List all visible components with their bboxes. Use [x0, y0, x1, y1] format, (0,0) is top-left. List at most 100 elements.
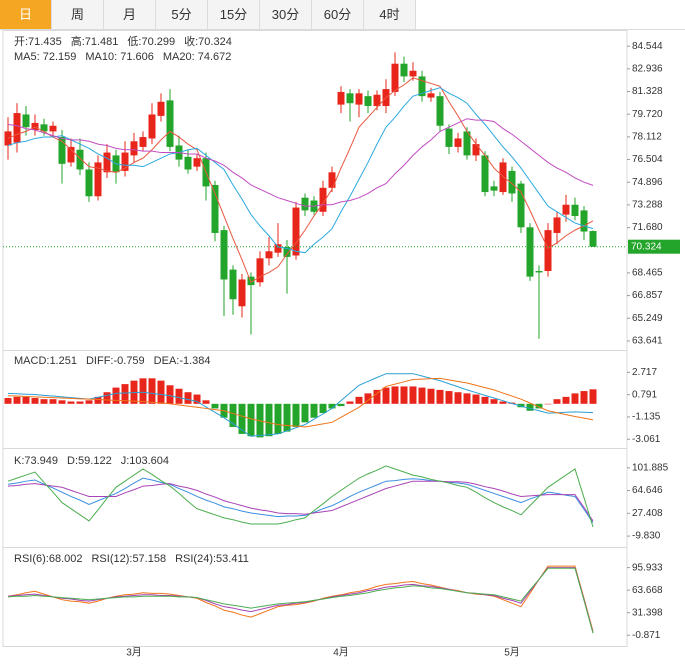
candle-body: [499, 162, 507, 193]
candle-body: [220, 230, 228, 280]
tab[interactable]: 月: [104, 0, 156, 29]
candle-body: [490, 186, 498, 191]
macd-bar: [283, 403, 291, 432]
tab[interactable]: 周: [52, 0, 104, 29]
macd-bar: [454, 392, 462, 404]
candle-body: [229, 269, 237, 300]
candle-body: [49, 125, 57, 132]
y-tick-label: -3.061: [632, 434, 661, 445]
candle-body: [139, 137, 147, 147]
candle-body: [157, 101, 165, 116]
candle-body: [454, 138, 462, 147]
candle-body: [40, 124, 48, 132]
y-tick-label: 82.936: [632, 63, 663, 74]
macd-bar: [184, 392, 192, 404]
y-tick-label: 2.717: [632, 367, 657, 378]
candle-body: [166, 100, 174, 147]
macd-bar: [301, 403, 309, 423]
y-tick-label: -0.871: [632, 630, 661, 641]
candle-body: [445, 128, 453, 147]
tab[interactable]: 5分: [156, 0, 208, 29]
macd-bar: [436, 389, 444, 404]
candle-body: [409, 70, 417, 77]
tab[interactable]: 日: [0, 0, 52, 29]
macd-bar: [310, 403, 318, 418]
tab[interactable]: 60分: [312, 0, 364, 29]
indicator-line: [7, 477, 594, 524]
legend-entry: K:73.949: [14, 455, 58, 467]
macd-bar: [4, 398, 12, 404]
candle-body: [463, 131, 471, 156]
candle-body: [589, 231, 597, 247]
legend-entry: 开:71.435: [14, 36, 62, 48]
macd-bar: [94, 396, 102, 404]
macd-bar: [202, 400, 210, 404]
candle-body: [67, 146, 75, 163]
indicator-line: [7, 87, 594, 254]
y-tick-label: 71.680: [632, 222, 663, 233]
tab[interactable]: 15分: [208, 0, 260, 29]
macd-bar: [427, 388, 435, 404]
macd-bar: [166, 385, 174, 404]
y-tick-label: 31.398: [632, 607, 663, 618]
macd-bar: [13, 396, 21, 404]
y-tick-label: -9.830: [632, 531, 661, 542]
candle-body: [130, 141, 138, 156]
macd-bar: [544, 403, 552, 405]
candle-body: [211, 184, 219, 233]
candle-body: [292, 207, 300, 256]
macd-bar: [76, 401, 84, 404]
last-price-label: 70.324: [631, 241, 662, 252]
candle-body: [571, 204, 579, 217]
candle-body: [31, 122, 39, 130]
macd-bar: [373, 389, 381, 404]
candle-body: [328, 172, 336, 188]
candle-body: [247, 276, 255, 286]
y-tick-label: 76.504: [632, 154, 663, 165]
legend-entry: DIFF:-0.759: [86, 355, 145, 367]
macd-bar: [238, 403, 246, 434]
macd-bar: [517, 403, 525, 408]
candle-body: [256, 258, 264, 283]
macd-bar: [292, 403, 300, 427]
indicator-line: [7, 118, 594, 207]
candle-body: [427, 93, 435, 98]
candle-body: [283, 247, 291, 257]
macd-bar: [148, 378, 156, 404]
macd-bar: [337, 403, 345, 407]
candle-body: [94, 162, 102, 197]
macd-bar: [274, 403, 282, 434]
legend-entry: 高:71.481: [71, 34, 119, 48]
candle-body: [580, 210, 588, 232]
legend-entry: MA10: 71.606: [85, 51, 154, 63]
candle-body: [553, 217, 561, 233]
indicator-line: [7, 77, 594, 284]
tab[interactable]: 4时: [364, 0, 416, 29]
candle-body: [346, 93, 354, 104]
candle-body: [535, 271, 543, 273]
candle-body: [193, 158, 201, 167]
legend-entry: RSI(6):68.002: [14, 553, 82, 565]
macd-bar: [40, 399, 48, 404]
candle-body: [301, 197, 309, 211]
candle-body: [400, 63, 408, 77]
macd-bar: [391, 386, 399, 404]
candle-body: [319, 187, 327, 212]
panel-frame: [2, 547, 628, 647]
macd-bar: [247, 403, 255, 437]
y-tick-label: 65.249: [632, 313, 663, 324]
macd-bar: [472, 394, 480, 404]
macd-bar: [211, 403, 219, 409]
legend-entry: 收:70.324: [184, 34, 232, 48]
tab[interactable]: 30分: [260, 0, 312, 29]
candle-body: [373, 94, 381, 107]
macd-bar: [364, 393, 372, 404]
legend-entry: 低:70.299: [127, 35, 175, 48]
macd-bar: [445, 391, 453, 404]
legend-entry: RSI(24):53.411: [175, 553, 249, 565]
macd-bar: [553, 399, 561, 404]
macd-bar: [463, 393, 471, 404]
candle-body: [508, 170, 516, 194]
candle-body: [103, 152, 111, 173]
